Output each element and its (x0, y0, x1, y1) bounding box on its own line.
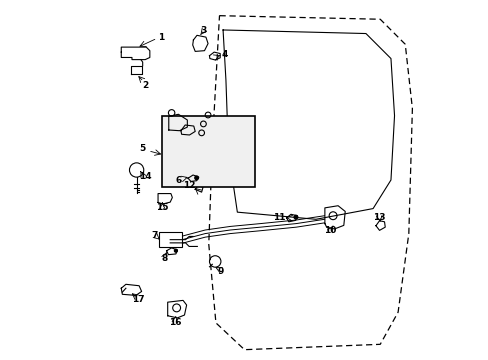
Circle shape (294, 215, 297, 219)
Text: 3: 3 (200, 26, 206, 35)
Text: 1: 1 (158, 33, 164, 42)
Bar (162, 116, 255, 187)
Text: 11: 11 (273, 213, 285, 222)
Text: 17: 17 (131, 295, 144, 304)
Text: 10: 10 (324, 226, 336, 235)
Text: 13: 13 (372, 213, 385, 222)
Text: 6: 6 (175, 176, 181, 185)
Text: 14: 14 (139, 172, 151, 181)
Text: 8: 8 (162, 254, 167, 263)
Text: 15: 15 (156, 203, 168, 212)
Text: 12: 12 (183, 181, 195, 190)
Text: 4: 4 (221, 50, 227, 59)
Bar (159, 232, 181, 247)
Circle shape (174, 249, 177, 252)
Text: 9: 9 (217, 267, 223, 276)
Text: 2: 2 (142, 81, 148, 90)
Text: 5: 5 (139, 144, 145, 153)
Text: 7: 7 (151, 231, 157, 240)
Text: 16: 16 (168, 318, 181, 327)
Circle shape (194, 176, 198, 180)
